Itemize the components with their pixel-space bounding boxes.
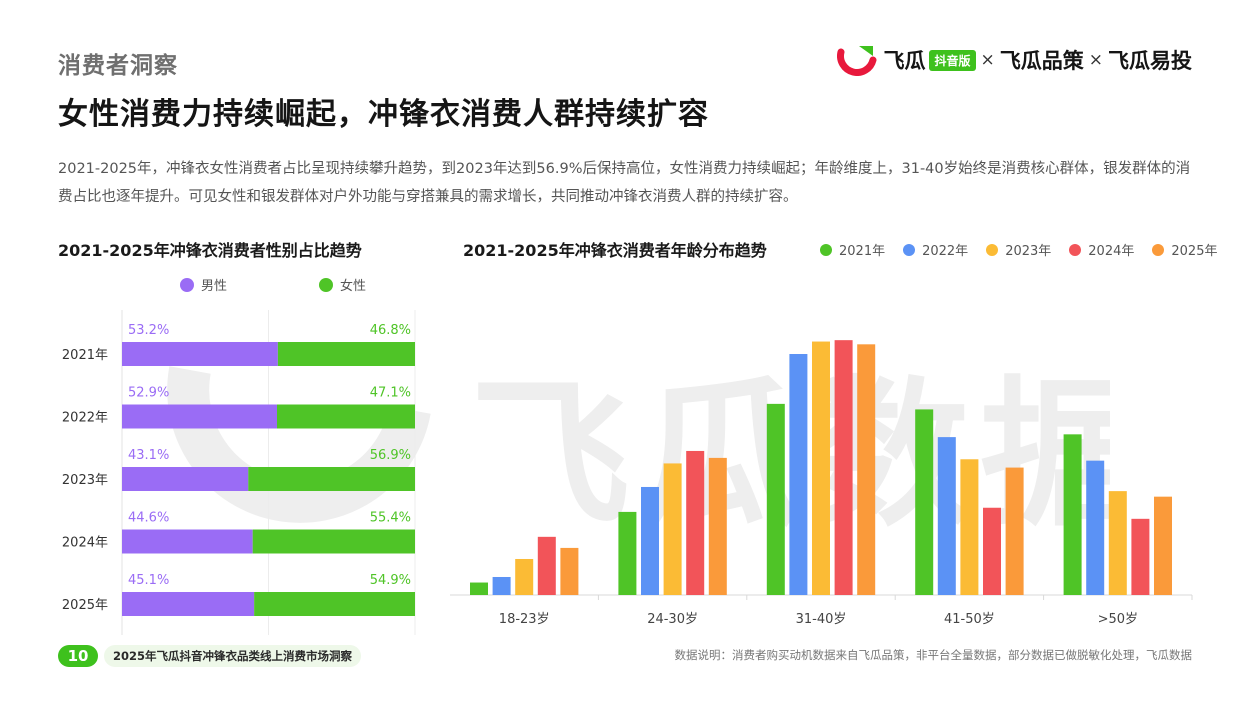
age-bar-2025年 <box>560 547 579 595</box>
age-bar-2025年 <box>708 457 727 595</box>
legend-item-2021: 2021年 <box>820 240 885 259</box>
age-bar-2021年 <box>470 582 488 595</box>
legend-item-2024: 2024年 <box>1069 240 1134 259</box>
gender-label-female: 55.4% <box>370 511 411 526</box>
brand-name-2: 飞瓜品策 <box>999 49 1084 73</box>
age-bar-2022年 <box>789 354 808 595</box>
gender-label-male: 44.6% <box>128 511 169 526</box>
gender-bar-female <box>252 529 415 554</box>
headline: 女性消费力持续崛起，冲锋衣消费人群持续扩容 <box>58 97 709 132</box>
gender-label-male: 53.2% <box>128 323 169 338</box>
age-bar-2021年 <box>1063 434 1082 595</box>
legend-swatch-male <box>180 277 194 292</box>
age-bar-2024年 <box>1131 518 1150 595</box>
legend-swatch-2025 <box>1152 243 1165 256</box>
age-bar-2023年 <box>812 341 830 595</box>
gender-label-female: 46.8% <box>370 323 411 338</box>
age-bar-2021年 <box>618 511 637 595</box>
gender-label-male: 45.1% <box>128 573 169 588</box>
brand-name-1: 飞瓜 <box>883 49 926 73</box>
age-bar-2024年 <box>834 340 853 595</box>
age-bar-2022年 <box>1086 460 1105 595</box>
gender-label-female: 47.1% <box>370 386 411 401</box>
brand-name-3: 飞瓜易投 <box>1108 49 1192 73</box>
age-bar-2024年 <box>537 536 556 595</box>
age-chart: 18-23岁 24-30岁 31-40岁 41-50岁 >50岁 <box>450 340 1193 627</box>
gender-bar-female <box>276 404 415 429</box>
legend-label-2025: 2025年 <box>1171 244 1218 259</box>
age-bar-2023年 <box>960 459 979 595</box>
gender-bar-male <box>122 342 278 366</box>
gender-chart-title: 2021-2025年冲锋衣消费者性别占比趋势 <box>58 241 362 260</box>
data-note: 数据说明：消费者购买动机数据来自飞瓜品策，非平台全量数据，部分数据已做脱敏化处理… <box>674 648 1193 662</box>
legend-swatch-2023 <box>986 243 999 256</box>
age-category-label: 31-40岁 <box>796 612 847 627</box>
age-category-label: 41-50岁 <box>944 612 995 627</box>
page-number: 10 <box>58 645 98 667</box>
age-category-label: >50岁 <box>1098 612 1138 627</box>
legend-swatch-female <box>319 277 334 292</box>
gender-chart: 2021年 53.2% 46.8% 2022年 52.9% 47.1% 2023年 43.1%… <box>62 310 416 635</box>
age-bar-2025年 <box>1154 496 1172 595</box>
gender-bar-male <box>122 592 255 616</box>
gender-category-label: 2024年 <box>62 536 108 551</box>
gender-category-label: 2021年 <box>62 348 108 363</box>
gender-category-label: 2023年 <box>62 473 108 488</box>
gender-bar-female <box>254 592 415 616</box>
legend-swatch-2022 <box>903 243 916 256</box>
age-legend: 2021年 2022年 2023年 2024年 2025年 <box>820 240 1217 259</box>
brand-bar: 飞瓜 抖音版 × 飞瓜品策 × 飞瓜易投 <box>837 44 1192 76</box>
age-bar-2025年 <box>1005 467 1024 595</box>
age-bar-2023年 <box>515 558 534 595</box>
gender-category-label: 2025年 <box>62 598 108 613</box>
legend-item-female: 女性 <box>319 275 366 294</box>
age-chart-title: 2021-2025年冲锋衣消费者年龄分布趋势 <box>463 241 767 260</box>
age-bar-2023年 <box>1108 491 1127 595</box>
legend-swatch-2024 <box>1069 243 1082 256</box>
brand-tag: 抖音版 <box>929 49 976 71</box>
brand-separator-2: × <box>1088 50 1103 70</box>
age-bar-2021年 <box>766 403 785 595</box>
age-bar-2022年 <box>492 576 511 595</box>
section-label: 消费者洞察 <box>58 53 178 79</box>
legend-label-2023: 2023年 <box>1005 244 1052 259</box>
legend-label-male: 男性 <box>201 279 228 294</box>
gender-bar-female <box>248 467 415 491</box>
age-category-label: 18-23岁 <box>499 612 550 627</box>
gender-bar-male <box>122 404 277 429</box>
legend-swatch-2021 <box>820 243 832 256</box>
gender-label-female: 56.9% <box>370 448 411 463</box>
legend-label-2021: 2021年 <box>839 244 886 259</box>
feigua-logo-icon <box>837 46 877 76</box>
age-bar-2023年 <box>663 463 682 595</box>
gender-bar-male <box>122 467 249 491</box>
age-category-label: 24-30岁 <box>647 612 698 627</box>
legend-item-2022: 2022年 <box>903 240 968 259</box>
legend-label-female: 女性 <box>340 279 367 294</box>
gender-bar-male <box>122 529 253 554</box>
gender-legend: 男性 女性 <box>180 275 366 294</box>
gender-bar-female <box>277 342 415 366</box>
age-bar-2025年 <box>857 344 876 595</box>
age-bar-2021年 <box>915 409 934 595</box>
legend-item-2023: 2023年 <box>986 240 1051 259</box>
gender-label-male: 52.9% <box>128 386 169 401</box>
age-bar-2024年 <box>983 507 1001 595</box>
brand-separator-1: × <box>980 50 995 70</box>
legend-label-2022: 2022年 <box>922 244 969 259</box>
age-bar-2024年 <box>686 450 705 595</box>
gender-label-male: 43.1% <box>128 448 169 463</box>
age-bar-2022年 <box>641 486 659 595</box>
legend-item-2025: 2025年 <box>1152 240 1217 259</box>
age-bar-2022年 <box>937 437 956 595</box>
report-title: 2025年飞瓜抖音冲锋衣品类线上消费市场洞察 <box>104 645 362 667</box>
legend-item-male: 男性 <box>180 275 227 294</box>
gender-label-female: 54.9% <box>370 573 411 588</box>
description: 2021-2025年，冲锋衣女性消费者占比呈现持续攀升趋势，到2023年达到56… <box>58 161 1191 205</box>
gender-category-label: 2022年 <box>62 411 108 426</box>
legend-label-2024: 2024年 <box>1088 244 1135 259</box>
